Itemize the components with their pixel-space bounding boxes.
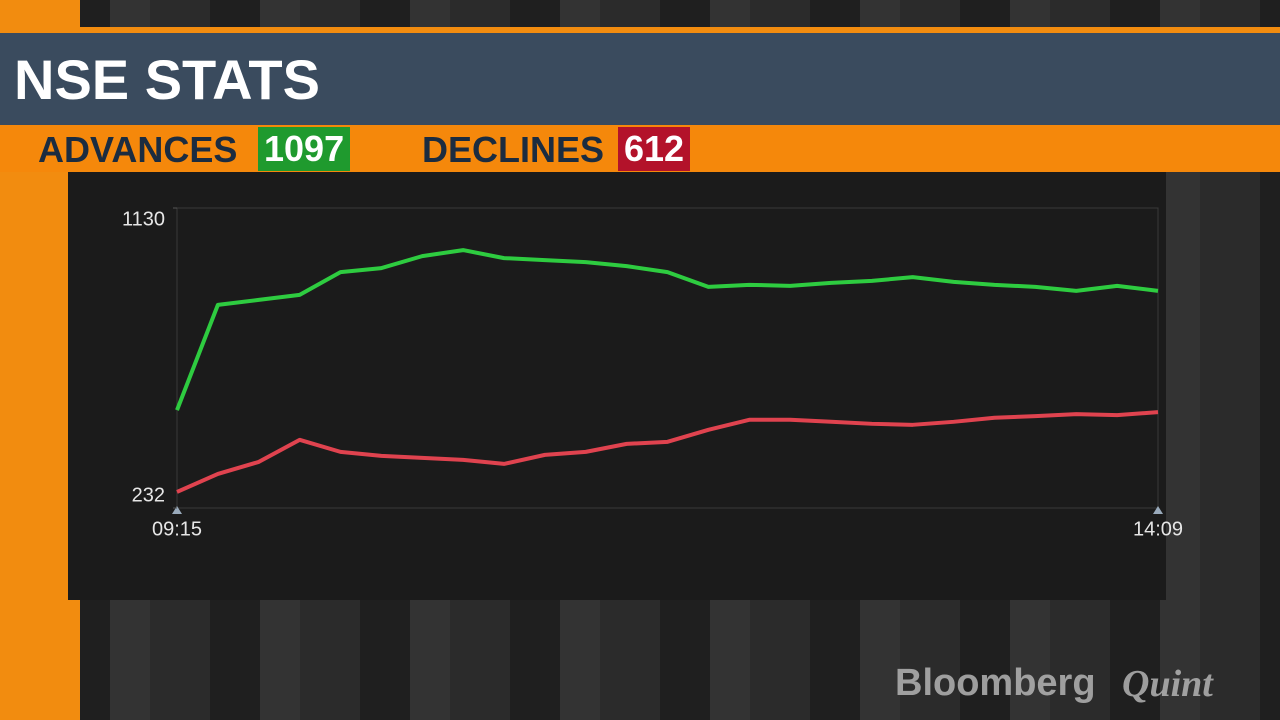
stats-bar: ADVANCES 1097 DECLINES 612 (0, 125, 1280, 172)
y-tick-label: 232 (132, 484, 165, 506)
axis-marker (172, 506, 182, 514)
header: NSE STATS (0, 33, 1280, 125)
chart-panel (68, 172, 1166, 600)
line-series (176, 410, 1159, 494)
advances-value: 1097 (258, 127, 351, 171)
watermark-partner: Quint (1122, 663, 1213, 705)
line-series (175, 248, 1159, 411)
top-line (0, 27, 1280, 33)
advances-label: ADVANCES (38, 129, 238, 170)
axis-marker (1153, 506, 1163, 514)
plot-frame (176, 207, 1159, 509)
y-tick-label: 1130 (122, 208, 165, 230)
title: NSE STATS (14, 48, 320, 111)
declines-label: DECLINES (422, 129, 605, 170)
declines-value: 612 (618, 127, 691, 171)
x-tick-label: 14:09 (1133, 518, 1183, 540)
watermark-brand: Bloomberg (895, 662, 1096, 704)
x-tick-label: 09:15 (152, 518, 202, 540)
